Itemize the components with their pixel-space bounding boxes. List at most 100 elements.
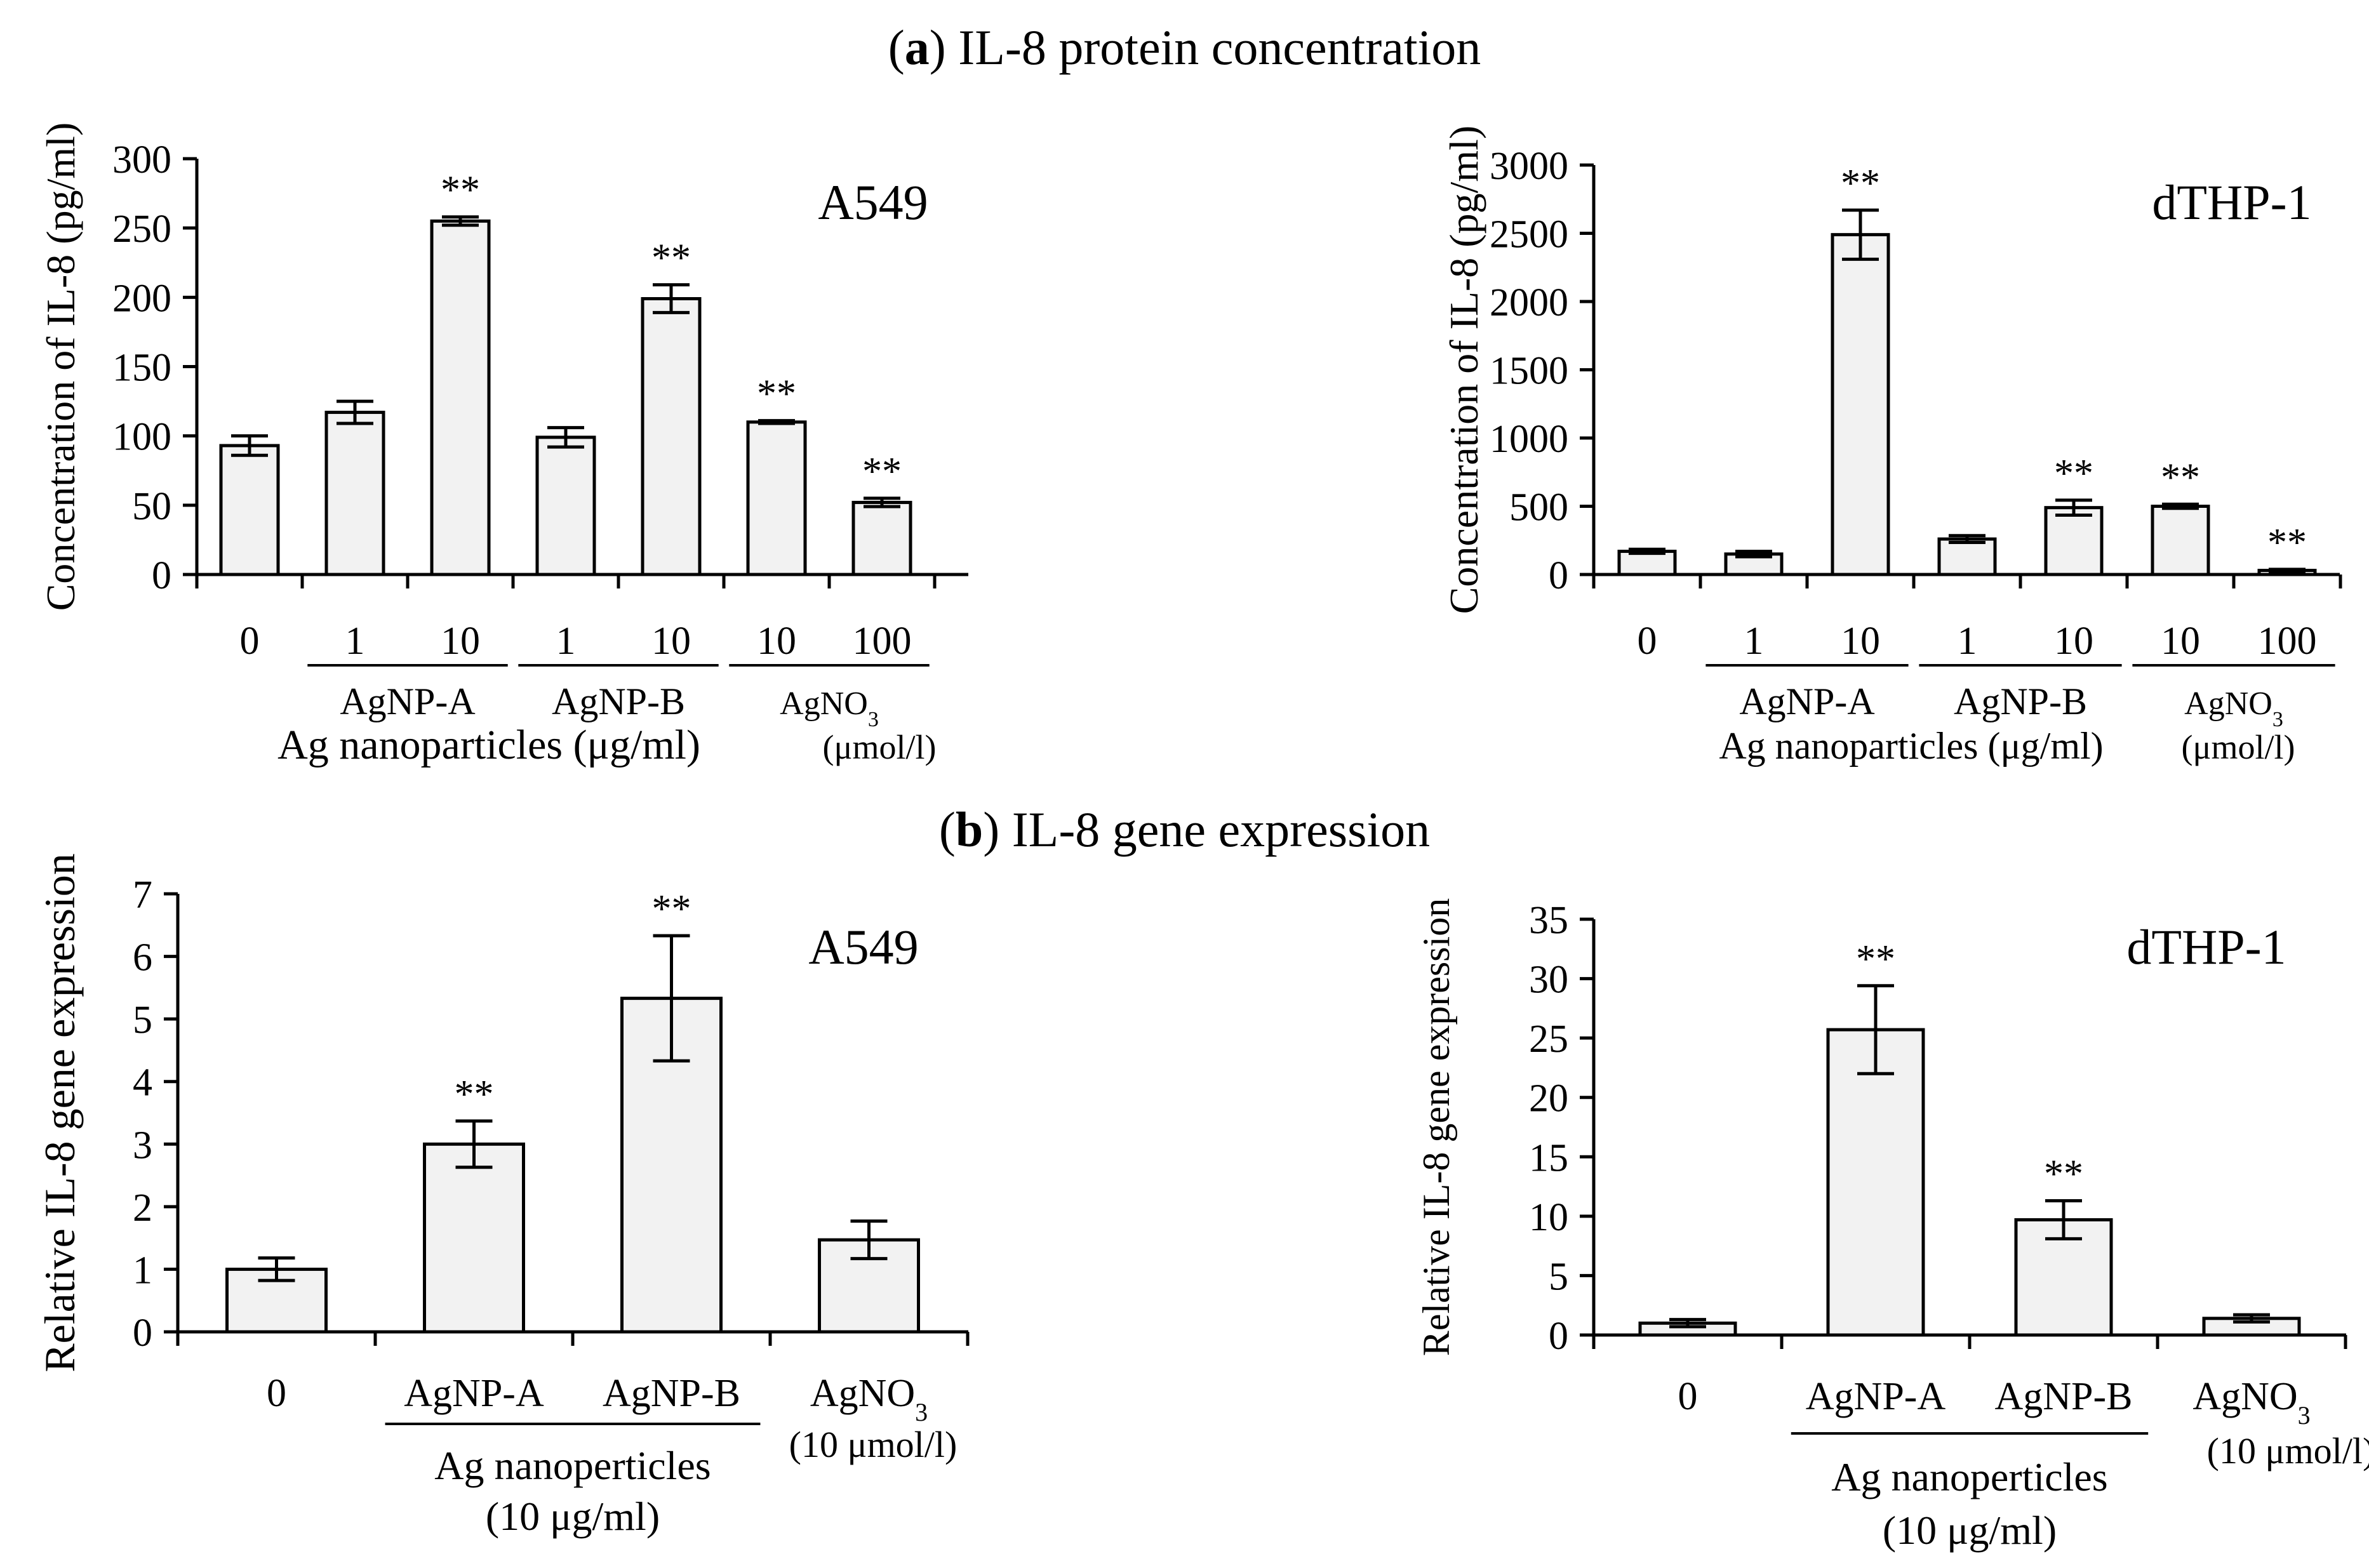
significance-marker: ** [1841, 162, 1880, 205]
y-axis-label: Relative IL-8 gene expression [1415, 898, 1457, 1356]
agno3-concentration-label: (10 μmol/l) [2207, 1430, 2369, 1472]
bar [2151, 505, 2210, 576]
category-label: AgNO3 [2192, 1375, 2310, 1430]
bar [423, 1142, 525, 1334]
significance-marker: ** [441, 169, 480, 212]
group-label: AgNO3 [780, 686, 879, 731]
category-label: AgNO3 [810, 1372, 928, 1426]
group-label: AgNP-A [1739, 681, 1874, 722]
category-label: 100 [853, 620, 912, 663]
y-tick-label: 2 [133, 1186, 152, 1230]
bar [620, 997, 723, 1334]
significance-marker: ** [2044, 1153, 2083, 1196]
section-b-text: IL-8 gene expression [1011, 802, 1431, 857]
group-label: AgNO3 [2184, 686, 2283, 731]
x-axis-label: Ag nanoparticles (μg/ml) [1719, 725, 2103, 767]
y-tick-label: 100 [112, 416, 171, 459]
chart-b_dthp1: 0 5 10 15 20 25 30 35 ** ** 0 AgNP-A AgNP-B AgNO3 Ag n… [1415, 898, 2369, 1553]
significance-marker: ** [2161, 456, 2200, 499]
y-tick-label: 1500 [1490, 350, 1568, 393]
significance-marker: ** [652, 887, 691, 931]
category-label: 100 [2258, 620, 2317, 663]
bar [535, 435, 596, 576]
y-tick-label: 5 [1549, 1255, 1568, 1298]
category-label: 10 [2161, 620, 2200, 663]
category-label: 1 [1744, 620, 1764, 663]
category-label: 0 [1678, 1375, 1698, 1418]
bar [1937, 537, 1997, 576]
y-tick-label: 3 [133, 1124, 152, 1167]
y-tick-label: 1 [133, 1249, 152, 1292]
group-label: AgNP-B [552, 681, 685, 722]
category-label: AgNP-B [1994, 1375, 2132, 1418]
category-label: AgNP-A [404, 1372, 544, 1415]
y-tick-label: 3000 [1490, 145, 1568, 188]
panel-title: dTHP-1 [2126, 919, 2286, 974]
bar [1826, 1028, 1925, 1337]
y-tick-label: 2500 [1490, 213, 1568, 256]
y-tick-label: 250 [112, 208, 171, 251]
panel-title: A549 [808, 919, 918, 974]
y-tick-label: 2000 [1490, 281, 1568, 324]
bar [641, 297, 702, 576]
chart-a_a549: 0 50 100 150 200 250 300 ** ** ** ** 0 1 10 1 10 10 100 Ag… [38, 123, 968, 768]
category-label: AgNP-A [1806, 1375, 1946, 1418]
y-axis-label: Relative IL-8 gene expression [36, 853, 84, 1372]
y-tick-label: 35 [1529, 899, 1568, 942]
category-label: AgNP-B [603, 1372, 740, 1415]
bar [219, 444, 280, 576]
group-label-2: (10 μg/ml) [486, 1494, 660, 1539]
category-label: 10 [651, 620, 691, 663]
y-tick-label: 6 [133, 936, 152, 980]
y-tick-label: 50 [132, 485, 171, 528]
significance-marker: ** [2267, 521, 2307, 564]
y-tick-label: 0 [133, 1312, 152, 1355]
chart-b_a549: 0 1 2 3 4 5 6 7 ** ** 0 AgNP-A AgNP-B AgNO3 Ag nanoper… [36, 853, 970, 1539]
significance-marker: ** [2054, 452, 2093, 495]
y-tick-label: 7 [133, 874, 152, 917]
y-tick-label: 20 [1529, 1077, 1568, 1120]
significance-marker: ** [862, 450, 902, 493]
chart-a_dthp1: 0 500 1000 1500 2000 2500 3000 ** ** ** ** 0 1 10 1 10 1… [1441, 126, 2342, 767]
y-axis-label: Concentration of IL-8 (pg/ml) [1441, 126, 1486, 615]
significance-marker: ** [455, 1073, 494, 1116]
y-tick-label: 5 [133, 999, 152, 1042]
y-tick-label: 0 [1549, 1315, 1568, 1358]
section-b-title: (b) IL-8 gene expression [938, 802, 1431, 857]
y-tick-label: 200 [112, 277, 171, 320]
significance-marker: ** [1856, 938, 1895, 981]
category-label: 1 [556, 620, 576, 663]
y-tick-label: 25 [1529, 1018, 1568, 1061]
section-b-letter: b [955, 802, 984, 857]
category-label: 1 [1958, 620, 1977, 663]
y-tick-label: 300 [112, 138, 171, 182]
x-axis-label: Ag nanoparticles (μg/ml) [277, 722, 700, 768]
significance-marker: ** [757, 373, 796, 416]
bar [324, 411, 385, 576]
agno3-concentration-label: (10 μmol/l) [789, 1424, 958, 1465]
panel-title: A549 [818, 175, 928, 230]
bar [746, 420, 807, 576]
category-label: 10 [441, 620, 480, 663]
category-label: 0 [240, 620, 260, 663]
category-label: 0 [267, 1372, 286, 1415]
panel-title: dTHP-1 [2152, 175, 2311, 230]
y-tick-label: 150 [112, 347, 171, 390]
y-tick-label: 15 [1529, 1136, 1568, 1179]
category-label: 10 [757, 620, 796, 663]
category-label: 1 [345, 620, 365, 663]
y-tick-label: 0 [152, 554, 171, 597]
y-tick-label: 4 [133, 1061, 152, 1105]
section-a-text: IL-8 protein concentration [958, 20, 1481, 75]
x-axis-label-2: (μmol/l) [2182, 728, 2295, 766]
bar [818, 1238, 920, 1334]
significance-marker: ** [651, 237, 691, 280]
group-label: Ag nanoperticles [1831, 1454, 2107, 1499]
bar [430, 219, 491, 576]
group-label: AgNP-B [1954, 681, 2087, 722]
y-axis-label: Concentration of IL-8 (pg/ml) [38, 123, 83, 611]
bar [1617, 549, 1677, 576]
bar [2044, 506, 2104, 576]
group-label: Ag nanoperticles [434, 1443, 711, 1488]
section-a-title: (a) IL-8 protein concentration [888, 20, 1481, 75]
